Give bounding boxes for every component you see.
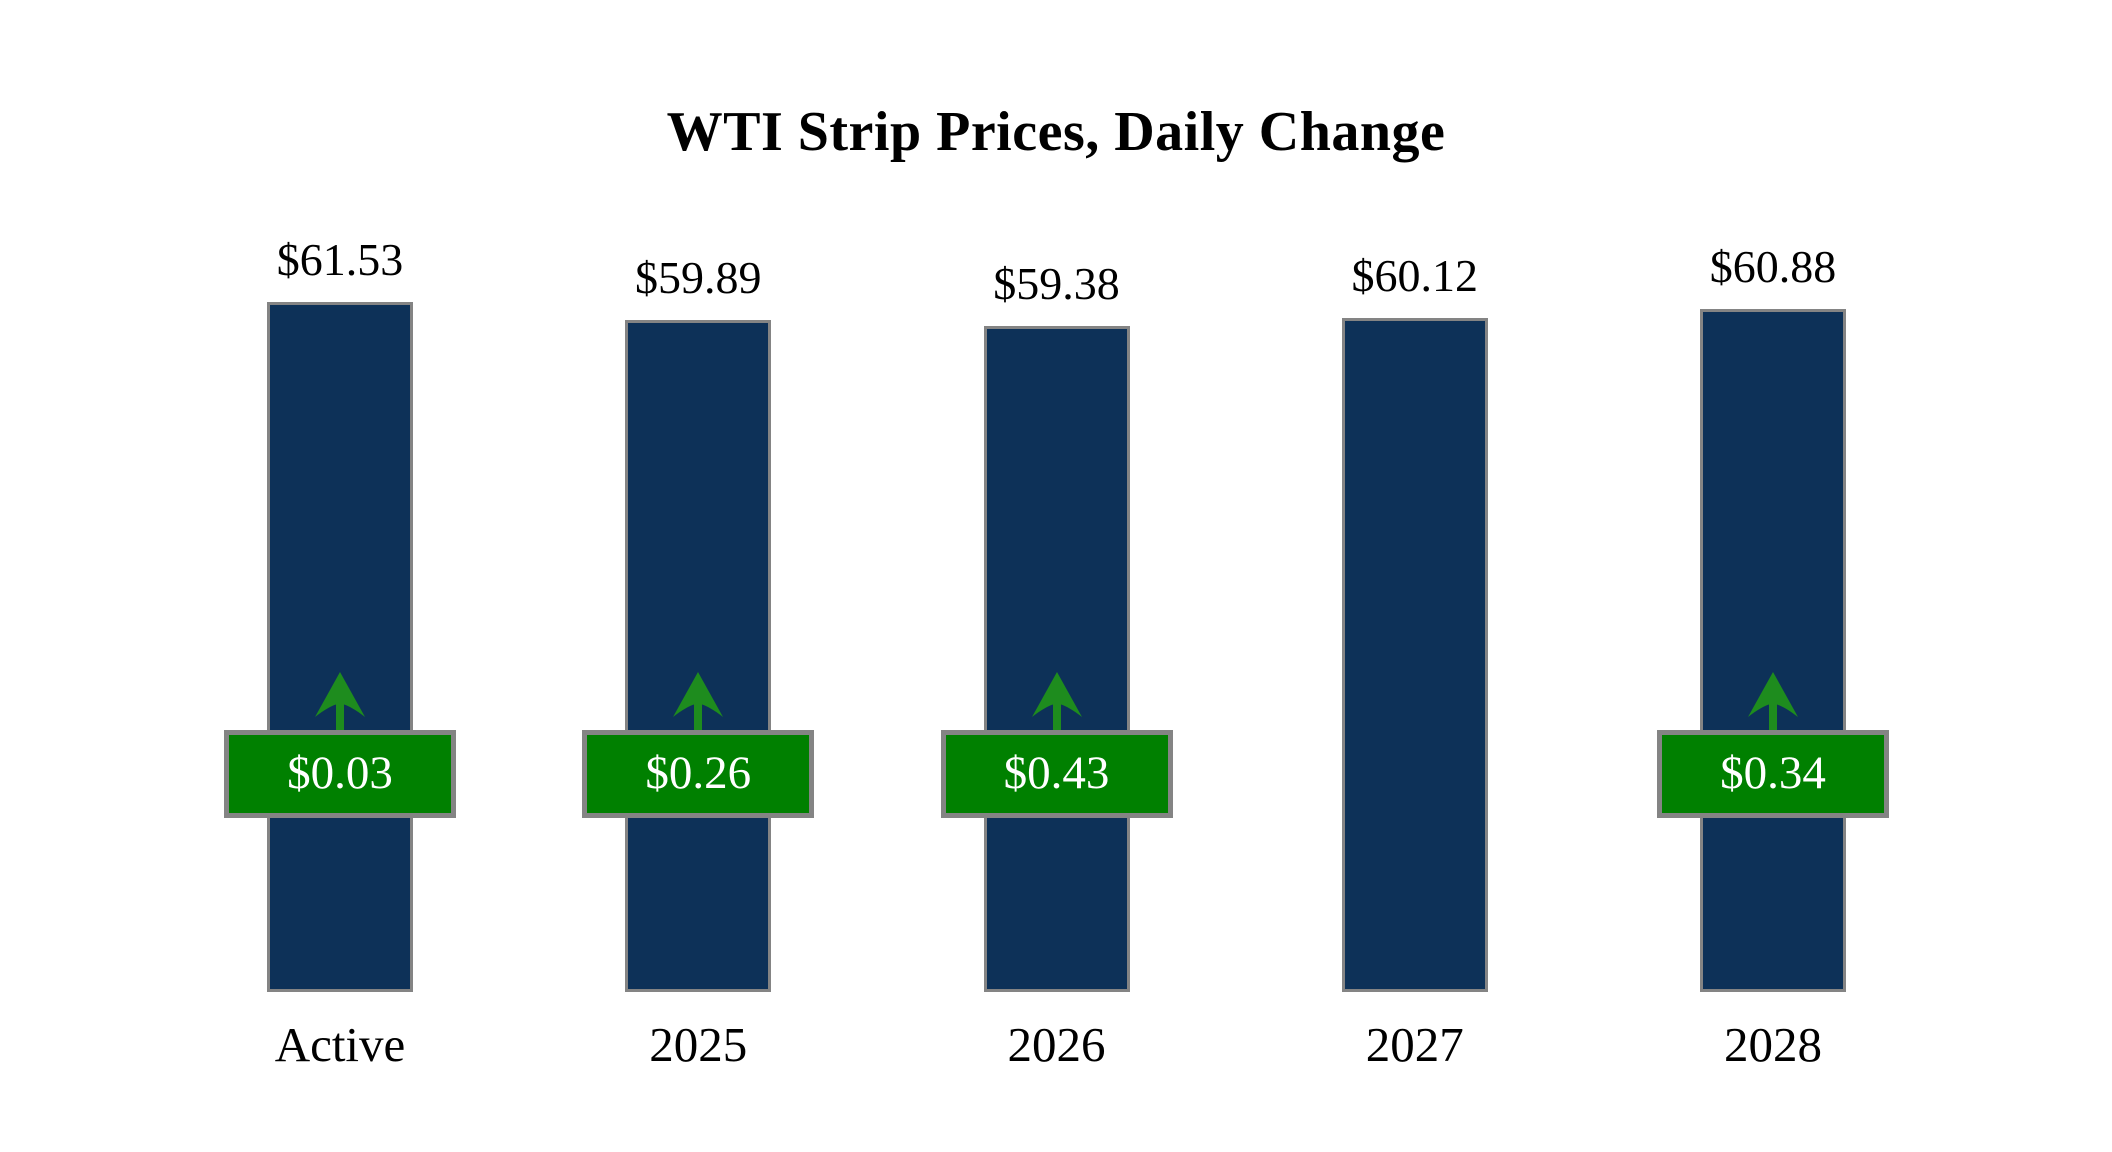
category-label-2028: 2028 (1724, 1017, 1822, 1072)
bar-2026 (983, 326, 1130, 992)
change-badge-label: $0.26 (645, 747, 752, 799)
change-badge-label: $0.43 (1003, 747, 1110, 799)
bar-value-label: $60.88 (1709, 241, 1837, 292)
chart-title: WTI Strip Prices, Daily Change (666, 101, 1446, 163)
category-label-2027: 2027 (1365, 1017, 1464, 1072)
category-label-2026: 2026 (1007, 1017, 1106, 1072)
bar-value-label: $61.53 (276, 234, 404, 285)
change-badge-label: $0.03 (287, 747, 393, 799)
change-badge: $0.26 (582, 730, 815, 818)
bar-2027 (1341, 318, 1488, 992)
up-arrow-icon (315, 672, 365, 730)
bar-value-label: $59.38 (993, 258, 1120, 309)
bar-2028 (1700, 309, 1846, 992)
bar-active (267, 302, 413, 992)
bar-2025 (625, 320, 772, 992)
change-badge-label: $0.34 (1720, 747, 1826, 799)
bar-value-label: $59.89 (635, 252, 762, 303)
change-badge: $0.43 (940, 730, 1173, 818)
up-arrow-icon (1748, 672, 1798, 730)
bar-value-label: $60.12 (1351, 250, 1479, 301)
category-label-2025: 2025 (649, 1017, 748, 1072)
up-arrow-icon (1031, 672, 1082, 730)
category-label-active: Active (274, 1017, 406, 1072)
change-badge: $0.03 (224, 730, 456, 818)
change-badge: $0.34 (1657, 730, 1889, 818)
up-arrow-icon (673, 672, 724, 730)
